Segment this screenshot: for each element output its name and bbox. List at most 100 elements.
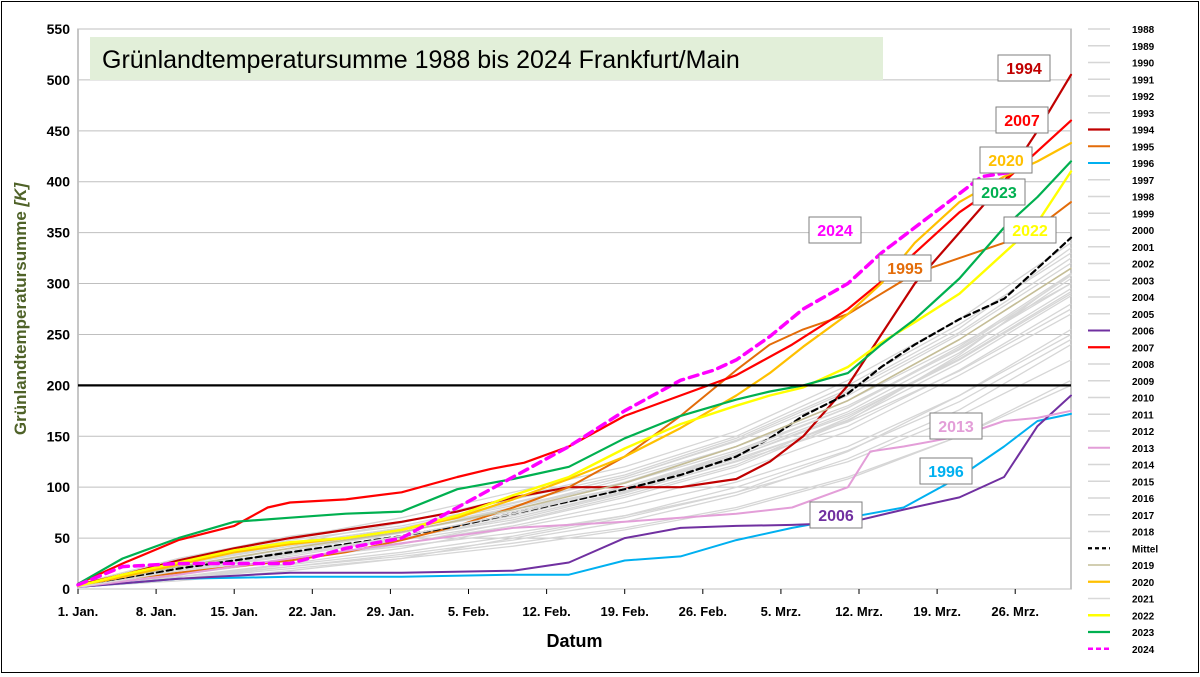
legend-label-1990: 1990 (1132, 59, 1155, 70)
background-year-line (77, 308, 1072, 587)
y-tick-label: 50 (54, 530, 70, 546)
x-tick-label: 15. Jan. (210, 604, 258, 619)
x-tick-label: 1. Jan. (58, 604, 98, 619)
legend-label-1992: 1992 (1132, 92, 1155, 103)
legend-label-2013: 2013 (1132, 444, 1155, 455)
x-tick-label: 19. Feb. (600, 604, 648, 619)
x-tick-label: 12. Mrz. (835, 604, 883, 619)
legend-label-2009: 2009 (1132, 377, 1155, 388)
legend-label-2010: 2010 (1132, 394, 1155, 405)
y-tick-label: 450 (47, 123, 71, 139)
legend-label-2000: 2000 (1132, 226, 1155, 237)
series-line-1996 (77, 412, 1072, 588)
background-year-line (77, 384, 1072, 588)
legend-label-2012: 2012 (1132, 427, 1155, 438)
series-line-2007 (76, 119, 1073, 585)
legend-label-1995: 1995 (1132, 142, 1155, 153)
legend-label-1991: 1991 (1132, 75, 1155, 86)
x-tick-label: 5. Feb. (448, 604, 489, 619)
legend-label-1988: 1988 (1132, 25, 1155, 36)
legend-label-2021: 2021 (1132, 595, 1155, 606)
series-line-2022 (76, 170, 1073, 588)
annotation-box-1996 (919, 457, 973, 485)
series-line-2024 (76, 169, 1017, 587)
x-tick-label: 26. Mrz. (991, 604, 1039, 619)
legend-label-1998: 1998 (1132, 193, 1155, 204)
legend-label-2022: 2022 (1132, 611, 1155, 622)
x-axis-title: Datum (546, 631, 602, 651)
x-tick-label: 5. Mrz. (761, 604, 801, 619)
legend-label-2008: 2008 (1132, 360, 1155, 371)
y-tick-label: 350 (47, 225, 71, 241)
legend-label-2014: 2014 (1132, 461, 1155, 472)
background-year-line (77, 344, 1072, 587)
legend-label-2001: 2001 (1132, 243, 1155, 254)
x-tick-label: 12. Feb. (522, 604, 570, 619)
y-tick-label: 400 (47, 174, 71, 190)
y-axis-title: Grünlandtemperatursumme [K] (11, 182, 30, 436)
annotation-box-1995 (878, 254, 932, 282)
y-tick-label: 300 (47, 276, 71, 292)
background-year-line (77, 257, 1072, 587)
legend-label-2019: 2019 (1132, 561, 1155, 572)
x-tick-label: 8. Jan. (136, 604, 176, 619)
chart-title: Grünlandtemperatursumme 1988 bis 2024 Fr… (102, 46, 740, 74)
x-tick-label: 22. Jan. (288, 604, 336, 619)
legend-label-1996: 1996 (1132, 159, 1155, 170)
legend-label-2011: 2011 (1132, 410, 1154, 421)
x-tick-label: 29. Jan. (367, 604, 415, 619)
annotation-box-2023 (972, 178, 1026, 206)
legend-label-2020: 2020 (1132, 578, 1155, 589)
legend-label-1989: 1989 (1132, 42, 1155, 53)
annotation-label-2006: 2006 (818, 508, 854, 525)
legend-label-2005: 2005 (1132, 310, 1155, 321)
legend-label-2016: 2016 (1132, 494, 1155, 505)
annotation-box-2007 (995, 106, 1049, 134)
y-tick-label: 250 (47, 326, 71, 342)
legend-label-2002: 2002 (1132, 260, 1155, 271)
y-tick-label: 200 (47, 377, 71, 393)
series-line-2023 (76, 160, 1073, 585)
legend-label-2024: 2024 (1132, 645, 1155, 656)
series-line-2020 (76, 141, 1073, 587)
legend-label-2015: 2015 (1132, 477, 1155, 488)
series-line-mittel (76, 236, 1073, 587)
legend-label-2004: 2004 (1132, 293, 1155, 304)
annotation-label-2022: 2022 (1012, 223, 1048, 240)
legend-label-1999: 1999 (1132, 209, 1155, 220)
y-tick-label: 150 (47, 428, 71, 444)
legend-label-2006: 2006 (1132, 327, 1155, 338)
annotation-box-1994 (997, 54, 1051, 82)
annotation-label-1995: 1995 (887, 261, 923, 278)
x-tick-label: 19. Mrz. (913, 604, 961, 619)
legend-label-2023: 2023 (1132, 628, 1155, 639)
title-box (90, 37, 883, 80)
legend-label-2018: 2018 (1132, 528, 1155, 539)
annotation-box-2020 (979, 146, 1033, 174)
y-tick-label: 0 (62, 581, 70, 597)
legend-label-mittel: Mittel (1132, 544, 1158, 555)
series-line-2019 (77, 267, 1072, 587)
series-line-2006 (77, 394, 1072, 588)
legend-label-1994: 1994 (1132, 126, 1155, 137)
legend-label-1997: 1997 (1132, 176, 1155, 187)
annotation-label-2024: 2024 (817, 223, 853, 240)
annotation-box-2006 (809, 501, 863, 529)
legend-label-1993: 1993 (1132, 109, 1155, 120)
annotation-box-2022 (1003, 216, 1057, 244)
annotation-box-2013 (929, 412, 983, 440)
annotation-label-2013: 2013 (938, 419, 974, 436)
y-tick-label: 500 (47, 72, 71, 88)
annotation-label-2020: 2020 (988, 153, 1024, 170)
y-tick-label: 550 (47, 21, 71, 37)
annotation-label-1996: 1996 (928, 464, 964, 481)
annotation-label-2023: 2023 (981, 185, 1017, 202)
annotation-label-2007: 2007 (1004, 113, 1040, 130)
annotation-box-2024 (808, 216, 862, 244)
series-line-1994 (76, 73, 1073, 586)
annotation-label-1994: 1994 (1006, 61, 1042, 78)
background-year-line (77, 379, 1072, 588)
legend-label-2017: 2017 (1132, 511, 1155, 522)
